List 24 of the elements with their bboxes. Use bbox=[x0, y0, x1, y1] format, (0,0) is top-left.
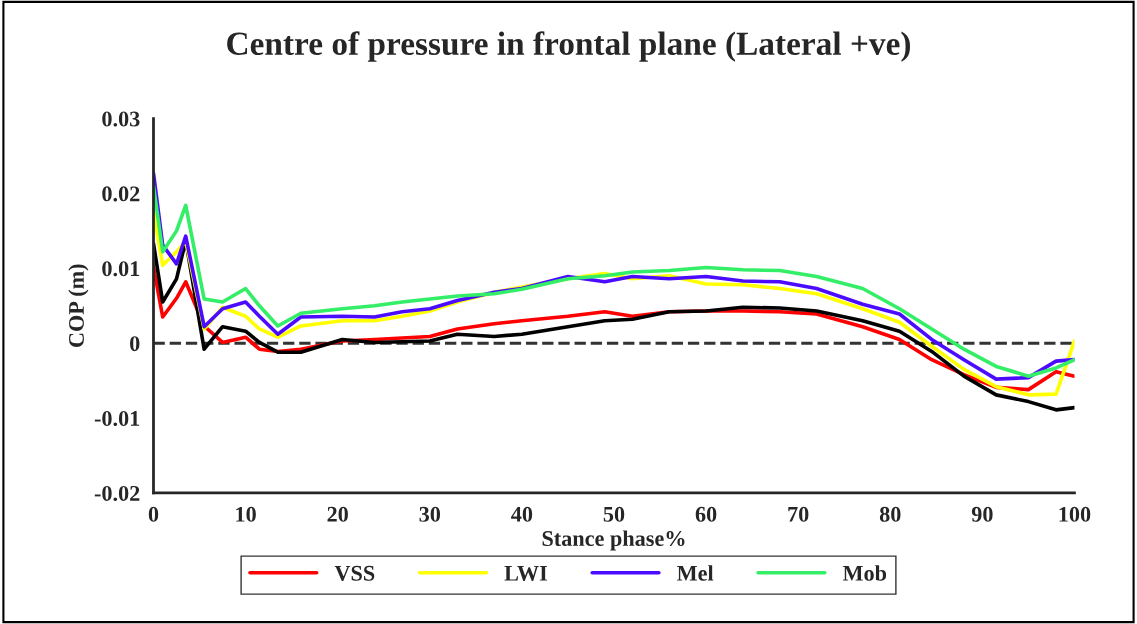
y-tick-label: 0.01 bbox=[102, 261, 140, 277]
chart-title: Centre of pressure in frontal plane (Lateral +ve) bbox=[227, 31, 911, 62]
x-tick-label: 60 bbox=[695, 506, 717, 522]
y-tick-label: -0.02 bbox=[94, 485, 140, 501]
x-tick-label: 70 bbox=[788, 506, 809, 522]
y-axis-title: COP (m) bbox=[68, 264, 89, 347]
x-tick-label: 0 bbox=[148, 506, 159, 522]
legend-label: Mob bbox=[842, 565, 887, 581]
legend-label: Mel bbox=[677, 565, 714, 581]
x-tick-label: 20 bbox=[327, 506, 348, 522]
y-tick-label: 0.02 bbox=[102, 186, 140, 202]
y-tick-label: 0.03 bbox=[102, 111, 140, 127]
x-axis-title: Stance phase% bbox=[542, 530, 685, 551]
y-tick-label: 0 bbox=[130, 336, 140, 352]
x-tick-label: 10 bbox=[236, 506, 256, 522]
legend-label: LWI bbox=[504, 566, 548, 581]
x-tick-label: 40 bbox=[511, 506, 533, 522]
x-tick-label: 80 bbox=[879, 506, 901, 522]
x-tick-label: 30 bbox=[419, 506, 441, 522]
x-tick-label: 100 bbox=[1059, 506, 1091, 522]
x-tick-label: 50 bbox=[603, 506, 625, 522]
legend-label: VSS bbox=[334, 565, 375, 581]
x-tick-label: 90 bbox=[971, 506, 993, 522]
y-tick-label: -0.01 bbox=[94, 411, 140, 427]
